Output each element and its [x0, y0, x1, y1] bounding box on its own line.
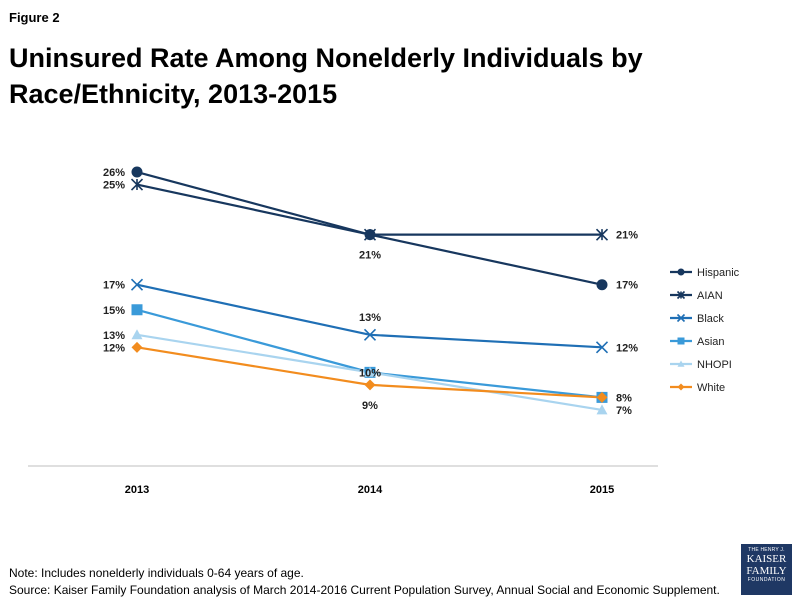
legend: Hispanic AIAN Black Asian NHOPI White [670, 267, 740, 394]
marker-nhopi-2014 [364, 366, 376, 377]
data-label-aian-2015: 21% [616, 230, 638, 242]
logo-line1: THE HENRY J. [748, 547, 785, 553]
series-line-hispanic [136, 170, 603, 286]
marker-white-2014 [364, 379, 376, 391]
marker-aian-2014 [363, 228, 377, 241]
line-chart: 2013 2014 2015 26%21%17%25%21%17%13%12%15%… [28, 166, 740, 496]
x-tick-label-2014: 2014 [358, 484, 383, 496]
kff-logo: THE HENRY J. KAISER FAMILY FOUNDATION [741, 544, 792, 595]
data-label-white-2013: 12% [103, 342, 125, 354]
data-label-nhopi-2013: 13% [103, 330, 125, 342]
legend-marker-black [676, 313, 686, 323]
legend-marker-hispanic [677, 268, 685, 276]
axis-layer: 2013 2014 2015 [28, 465, 658, 496]
source-text: Source: Kaiser Family Foundation analysi… [9, 583, 720, 597]
data-label-hispanic-2015: 17% [616, 280, 638, 292]
series-line-aian [136, 183, 602, 236]
marker-white-2013 [131, 341, 143, 353]
marker-white-2015 [596, 391, 608, 403]
figure-label: Figure 2 [9, 10, 60, 25]
legend-label-nhopi: NHOPI [697, 359, 732, 371]
legend-marker-nhopi [677, 360, 685, 367]
data-label-hispanic-2013: 26% [103, 167, 125, 179]
logo-line3: FAMILY [746, 565, 787, 577]
legend-label-aian: AIAN [697, 290, 723, 302]
x-tick-label-2013: 2013 [125, 484, 149, 496]
data-labels: 26%21%17%25%21%17%13%12%15%10%8%13%7%12%… [103, 167, 638, 417]
data-label-asian-2014: 10% [359, 367, 381, 379]
marker-hispanic-2015 [596, 279, 608, 291]
legend-marker-asian [677, 337, 685, 345]
marker-nhopi-2013 [131, 329, 143, 340]
data-label-hispanic-2014: 21% [359, 250, 381, 262]
data-label-black-2014: 13% [359, 312, 381, 324]
x-tick-label-2015: 2015 [590, 484, 614, 496]
chart-title: Uninsured Rate Among Nonelderly Individu… [9, 43, 643, 109]
data-label-asian-2013: 15% [103, 305, 125, 317]
data-label-nhopi-2015: 7% [616, 405, 632, 417]
note-text: Note: Includes nonelderly individuals 0-… [9, 566, 304, 580]
marker-black-2014 [363, 328, 377, 341]
marker-black-2015 [595, 341, 609, 354]
data-label-white-2014: 9% [362, 400, 378, 412]
legend-marker-white [677, 383, 685, 391]
data-label-black-2015: 12% [616, 342, 638, 354]
marker-black-2013 [130, 278, 144, 291]
marker-nhopi-2015 [596, 404, 608, 415]
data-label-aian-2013: 25% [103, 180, 125, 192]
data-label-black-2013: 17% [103, 280, 125, 292]
legend-label-asian: Asian [697, 336, 725, 348]
legend-label-hispanic: Hispanic [697, 267, 740, 279]
marker-asian-2013 [131, 304, 143, 316]
marker-aian-2015 [595, 228, 609, 241]
data-label-asian-2015: 8% [616, 392, 632, 404]
legend-marker-aian [676, 290, 686, 300]
legend-label-black: Black [697, 313, 724, 325]
marker-aian-2013 [130, 178, 144, 191]
series-markers [130, 166, 609, 415]
logo-line4: FOUNDATION [747, 577, 786, 583]
logo-line2: KAISER [746, 553, 787, 565]
legend-label-white: White [697, 382, 725, 394]
marker-hispanic-2013 [131, 166, 143, 178]
